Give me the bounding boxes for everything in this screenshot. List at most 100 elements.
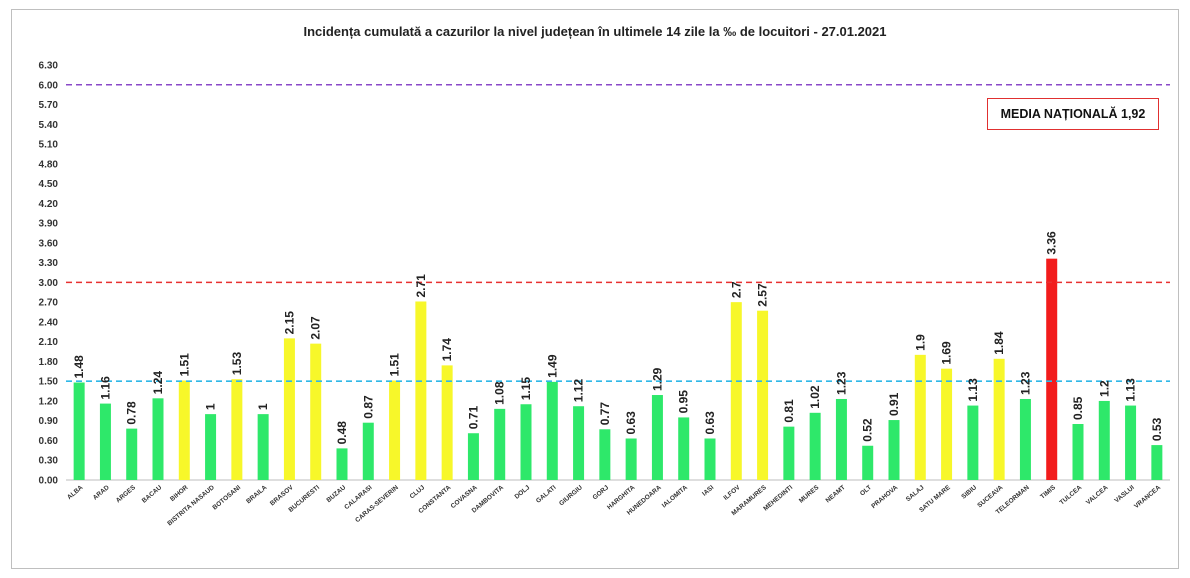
x-tick-label: ARGES [115, 484, 138, 505]
bar-iasi [704, 438, 716, 480]
bar-mures [809, 412, 821, 480]
x-tick-label: ALBA [66, 484, 85, 501]
y-tick-label: 2.10 [39, 337, 59, 348]
bar-tulcea [1072, 424, 1084, 480]
bar-cluj [415, 301, 427, 480]
x-tick-label: SIBIU [960, 484, 978, 501]
x-tick-label: BUZAU [325, 484, 347, 504]
data-label: 0.95 [677, 390, 691, 414]
x-tick-label: GALATI [535, 484, 558, 505]
data-label: 1.84 [992, 331, 1006, 355]
bar-timis [1046, 258, 1058, 480]
x-tick-label: BOTOSANI [211, 484, 242, 511]
bar-gorj [599, 429, 611, 480]
data-label: 1.74 [440, 338, 454, 362]
bar-prahova [888, 420, 900, 480]
x-tick-label: GIURGIU [558, 484, 584, 507]
data-label: 2.71 [414, 274, 428, 298]
bar-arad [99, 403, 111, 480]
x-tick-label: BRASOV [269, 484, 295, 508]
bar-bacau [152, 398, 164, 480]
bar-botosani [231, 379, 243, 480]
data-label: 1.2 [1097, 380, 1111, 397]
bar-hunedoara [651, 395, 663, 480]
bar-harghita [625, 438, 637, 480]
y-tick-label: 0.90 [39, 416, 59, 427]
bar-sibiu [967, 405, 979, 480]
bar-suceava [993, 358, 1005, 480]
bar-bihor [178, 380, 190, 480]
x-tick-label: BISTRITA NASAUD [166, 484, 216, 527]
data-label: 1.23 [834, 371, 848, 395]
data-label: 0.87 [361, 395, 375, 419]
data-label: 1.51 [177, 353, 191, 377]
bar-bucuresti [310, 343, 322, 480]
y-tick-label: 2.40 [39, 317, 59, 328]
bar-satu-mare [941, 368, 953, 480]
y-tick-label: 6.00 [39, 80, 59, 91]
bar-buzau [336, 448, 348, 480]
bar-maramures [757, 310, 769, 480]
x-tick-label: DOLJ [514, 484, 532, 501]
y-tick-label: 1.50 [39, 377, 59, 388]
data-label: 0.81 [782, 399, 796, 423]
data-label: 1.08 [493, 381, 507, 405]
bar-brasov [283, 338, 295, 480]
y-tick-label: 0.30 [39, 456, 59, 467]
data-label: 1.13 [966, 378, 980, 402]
data-label: 0.52 [861, 418, 875, 442]
y-tick-label: 3.90 [39, 219, 59, 230]
data-label: 2.7 [729, 281, 743, 298]
data-label: 1.53 [230, 352, 244, 376]
y-tick-label: 1.20 [39, 396, 59, 407]
x-tick-label: VRANCEA [1133, 484, 1162, 510]
y-tick-label: 5.10 [39, 140, 59, 151]
data-label: 0.77 [598, 402, 612, 426]
data-label: 2.15 [282, 311, 296, 335]
bar-calarasi [362, 422, 374, 480]
data-label: 1.16 [98, 376, 112, 400]
x-tick-label: BACAU [141, 484, 164, 505]
data-label: 3.36 [1045, 231, 1059, 255]
bar-covasna [467, 433, 479, 480]
y-tick-label: 3.30 [39, 258, 59, 269]
bar-teleorman [1019, 398, 1031, 480]
bar-vrancea [1151, 445, 1163, 480]
bar-caras-severin [389, 380, 401, 480]
y-tick-label: 0.00 [39, 476, 59, 487]
x-tick-label: TULCEA [1059, 484, 1084, 507]
data-label: 0.48 [335, 421, 349, 445]
bar-ilfov [730, 302, 742, 480]
data-label: 1.15 [519, 377, 533, 401]
data-label: 1.12 [572, 379, 586, 403]
x-tick-label: IALOMITA [661, 484, 689, 509]
y-tick-label: 4.50 [39, 179, 59, 190]
bar-neamt [835, 398, 847, 480]
y-tick-label: 1.80 [39, 357, 59, 368]
x-tick-label: ARAD [92, 484, 111, 502]
data-label: 0.85 [1071, 396, 1085, 420]
x-tick-label: NEAMT [825, 484, 847, 504]
data-label: 2.07 [309, 316, 323, 340]
x-tick-label: GORJ [592, 484, 611, 501]
bar-braila [257, 414, 269, 480]
x-tick-label: VASLUI [1113, 484, 1136, 504]
data-label: 1.9 [913, 334, 927, 351]
national-average-box: MEDIA NAȚIONALĂ 1,92 [987, 98, 1159, 130]
y-tick-label: 4.20 [39, 199, 59, 210]
data-label: 1.48 [72, 355, 86, 379]
data-label: 0.78 [125, 401, 139, 425]
bar-constanta [441, 365, 453, 480]
x-tick-label: SALAJ [905, 484, 926, 503]
bar-giurgiu [573, 406, 585, 480]
x-tick-label: MURES [798, 484, 821, 505]
bar-arges [126, 428, 138, 480]
data-label: 1.24 [151, 371, 165, 395]
bar-dolj [520, 404, 532, 480]
y-tick-label: 6.30 [39, 61, 59, 72]
chart-title: Incidența cumulată a cazurilor la nivel … [303, 24, 887, 39]
data-label: 0.63 [624, 411, 638, 435]
data-label: 0.63 [703, 411, 717, 435]
data-label: 1.51 [388, 353, 402, 377]
